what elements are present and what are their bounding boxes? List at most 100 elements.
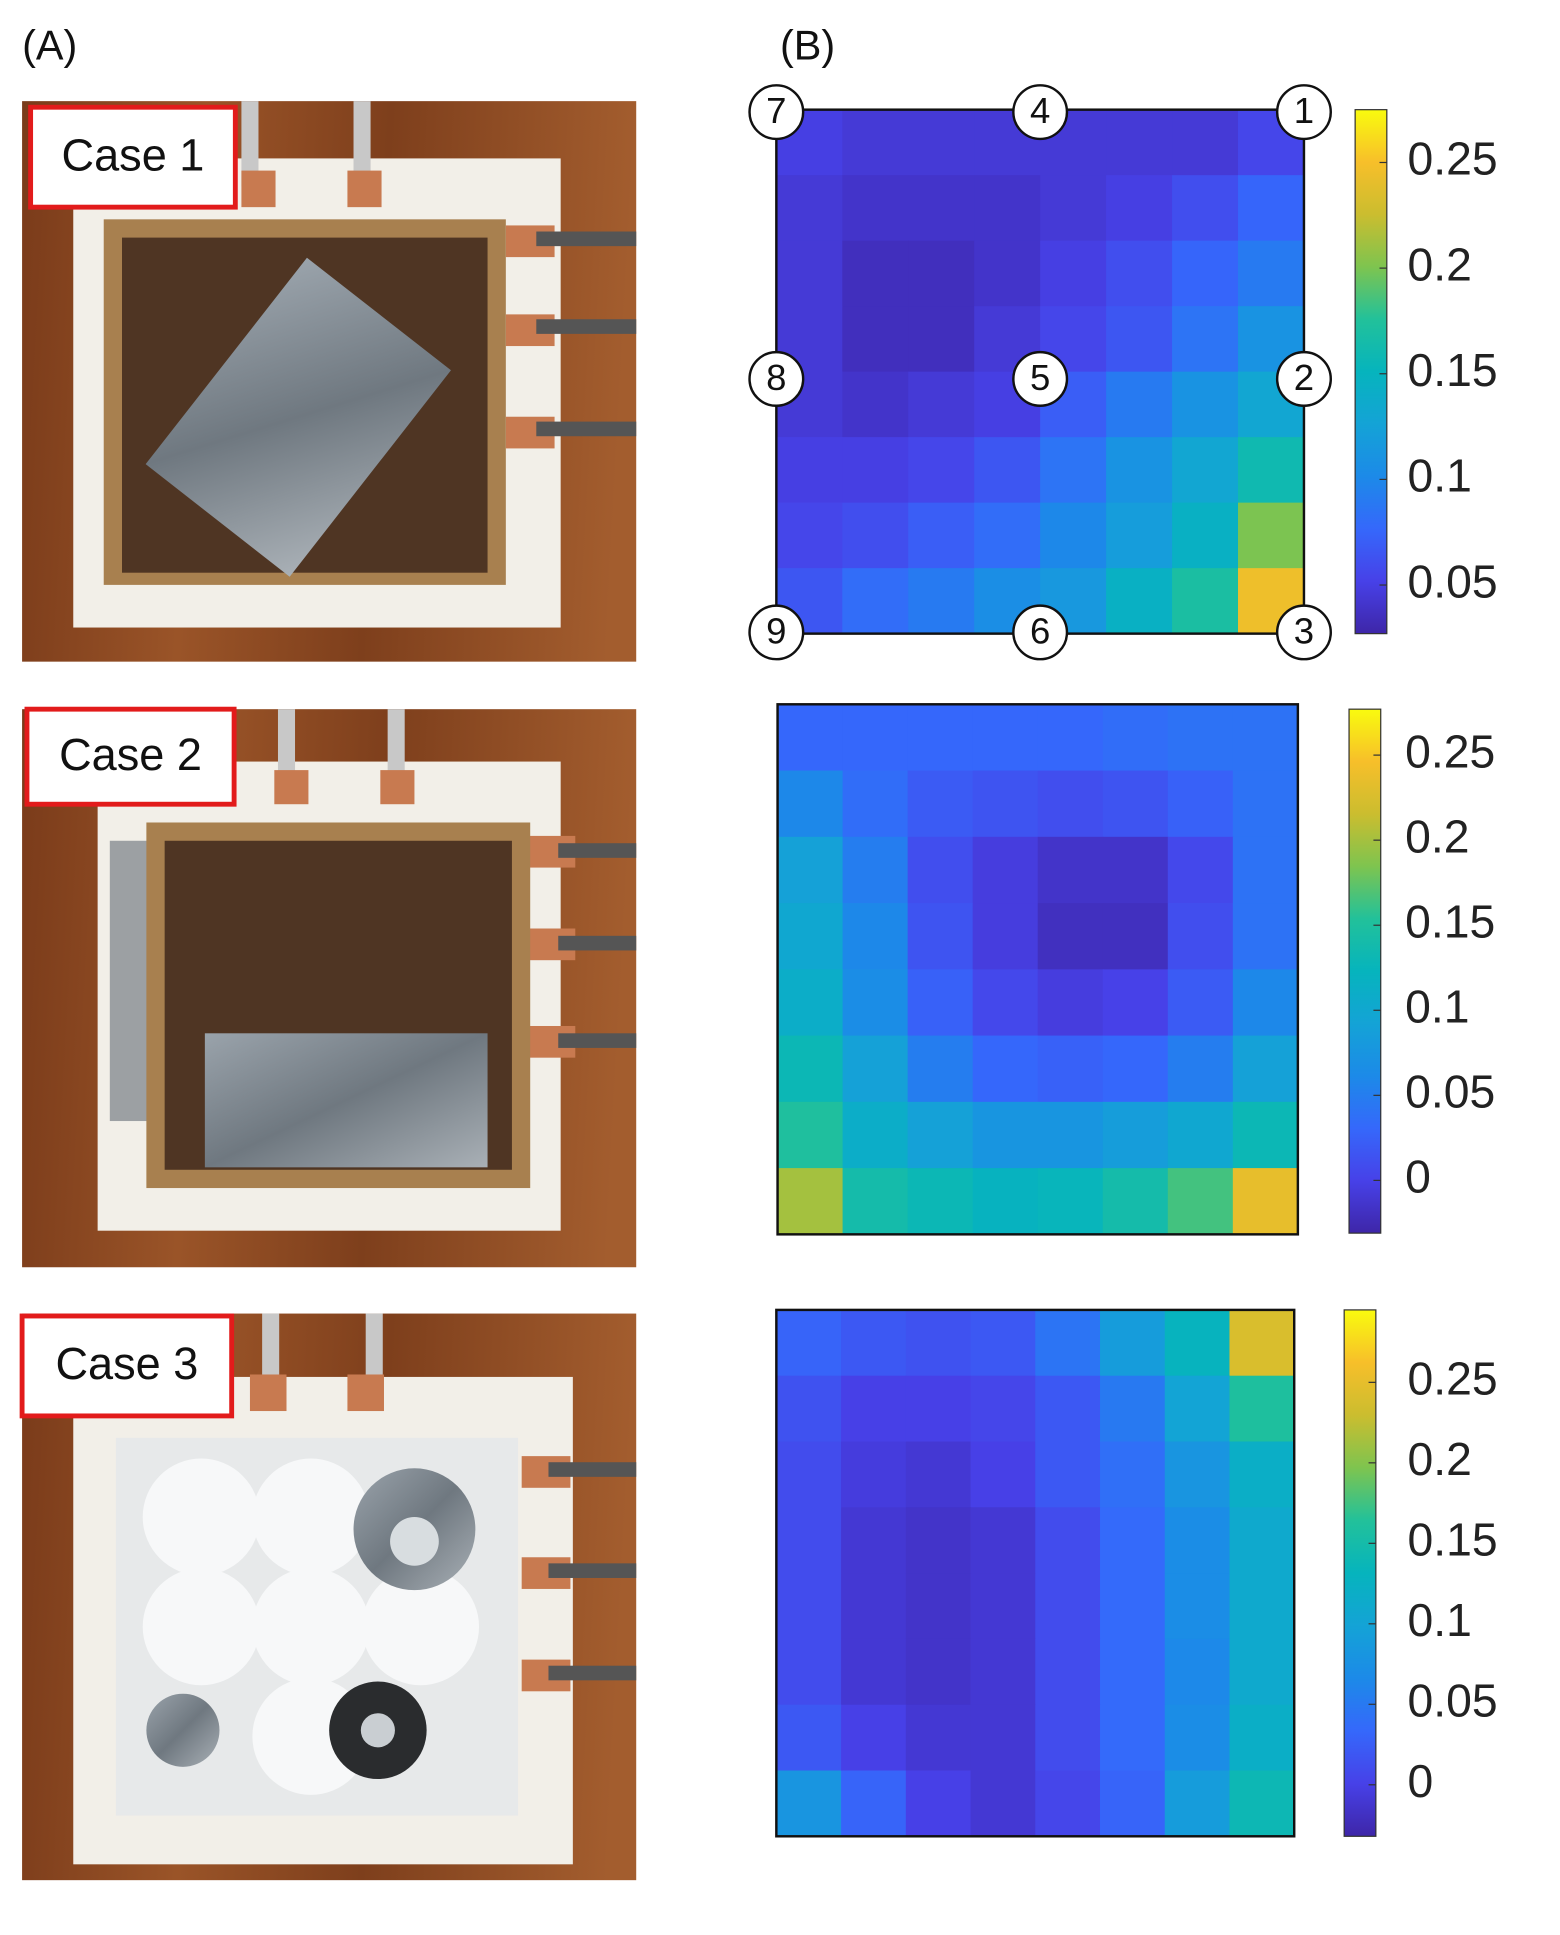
heatmap-cell — [908, 306, 975, 373]
heatmap-cell — [1102, 1035, 1169, 1103]
node-marker — [1012, 84, 1069, 141]
heatmap-cell — [972, 969, 1039, 1037]
heatmap-cell — [776, 1441, 842, 1508]
node-label: 5 — [1030, 357, 1050, 398]
heatmap-cell — [777, 1168, 844, 1235]
colorbar-tick-label: 0.15 — [1408, 1514, 1498, 1566]
heatmap-cell — [1164, 1507, 1231, 1574]
heatmap-cell — [907, 969, 974, 1037]
heatmap-cell — [970, 1309, 1036, 1377]
heatmap-cell — [974, 240, 1041, 307]
heatmap-cell — [1164, 1638, 1231, 1706]
heatmap-cell — [842, 175, 909, 242]
colorbar-tick-label: 0.25 — [1408, 1353, 1498, 1405]
heatmap-cell — [777, 704, 844, 772]
heatmap-cell — [1238, 502, 1305, 569]
heatmap-cell — [972, 1168, 1039, 1235]
heatmap-cell — [974, 175, 1041, 242]
heatmap-cell — [1035, 1704, 1101, 1772]
heatmap-cell — [1172, 109, 1239, 176]
heatmap-cell — [908, 437, 975, 504]
heatmap-cell — [776, 175, 843, 242]
heatmap-cell — [1164, 1375, 1231, 1443]
heatmap-cell — [777, 1101, 844, 1169]
node-label: 1 — [1294, 90, 1314, 131]
heatmap-cell — [841, 1507, 907, 1574]
heatmap-cell — [908, 568, 975, 635]
colorbar-tick-label: 0.2 — [1408, 238, 1472, 290]
heatmap-cell — [1037, 969, 1104, 1037]
node-marker — [1275, 350, 1332, 407]
heatmap-cell — [905, 1704, 972, 1772]
heatmap-cell — [1037, 1101, 1104, 1169]
heatmap-cell — [1106, 437, 1173, 504]
heatmap-cell — [1037, 836, 1104, 904]
heatmap-cell — [970, 1441, 1036, 1508]
heatmap-cell — [907, 836, 974, 904]
heatmap-cell — [1035, 1638, 1101, 1706]
heatmap-cell — [1100, 1441, 1166, 1508]
heatmap-cell — [1102, 770, 1169, 838]
heatmap-cell — [776, 1573, 842, 1640]
heatmap-cell — [842, 969, 909, 1037]
heatmap-cell — [908, 109, 975, 176]
heatmap-cell — [1106, 175, 1173, 242]
heatmap-cell — [1035, 1573, 1101, 1640]
heatmap-cell — [1172, 306, 1239, 373]
node-marker — [1275, 604, 1332, 661]
heatmap-cell — [1232, 1101, 1299, 1169]
heatmap-cell — [776, 1704, 842, 1772]
heatmap-cell — [1232, 1168, 1299, 1235]
heatmap-cell — [842, 1101, 909, 1169]
node-label: 2 — [1294, 357, 1314, 398]
colorbar-tick-label: 0.2 — [1408, 1433, 1472, 1485]
heatmap-cell — [907, 903, 974, 970]
heatmap-cell — [1040, 437, 1107, 504]
node-marker — [1012, 350, 1069, 407]
heatmap-cell — [777, 903, 844, 970]
node-marker — [748, 604, 805, 661]
heatmap-cell — [1106, 502, 1173, 569]
heatmap-cell — [908, 175, 975, 242]
heatmap-cell — [1106, 568, 1173, 635]
heatmap-cell — [1164, 1704, 1231, 1772]
heatmap-cell — [1167, 1035, 1234, 1103]
heatmap-cell — [1229, 1507, 1295, 1574]
heatmap-cell — [1167, 969, 1234, 1037]
colorbar-tick-label: 0.25 — [1405, 725, 1495, 777]
heatmap-cell — [907, 1035, 974, 1103]
heatmap-cell — [1164, 1770, 1231, 1837]
heatmap-cell — [908, 502, 975, 569]
heatmap-cell — [1102, 969, 1169, 1037]
heatmap-cell — [905, 1375, 972, 1443]
colorbar-tick-label: 0.1 — [1405, 981, 1469, 1033]
colorbar-tick-label: 0.15 — [1405, 895, 1495, 947]
heatmap-cell — [841, 1704, 907, 1772]
heatmap-cell — [972, 1101, 1039, 1169]
heatmap-cell — [1106, 109, 1173, 176]
heatmap-cell — [1040, 240, 1107, 307]
node-label: 6 — [1030, 610, 1050, 651]
heatmap-cell — [842, 704, 909, 772]
colorbar-tick-label: 0 — [1405, 1151, 1431, 1203]
heatmap-cell — [842, 1168, 909, 1235]
heatmap-cell — [1037, 1035, 1104, 1103]
heatmap-cell — [1035, 1770, 1101, 1837]
heatmap-cell — [1167, 1101, 1234, 1169]
heatmap-cell — [1232, 969, 1299, 1037]
heatmap-cell — [907, 1101, 974, 1169]
heatmap-cell — [842, 903, 909, 970]
heatmap-cell — [1100, 1770, 1166, 1837]
heatmap-cell — [972, 704, 1039, 772]
heatmap-cell — [776, 1309, 842, 1377]
colorbar-tick-label: 0.15 — [1408, 344, 1498, 396]
case-box — [28, 104, 238, 210]
heatmap-cell — [842, 240, 909, 307]
heatmap-cell — [1232, 1035, 1299, 1103]
colorbar-tick-label: 0.05 — [1408, 1675, 1498, 1727]
heatmap-cell — [842, 568, 909, 635]
heatmap-cell — [1172, 175, 1239, 242]
heatmap-cell — [1102, 903, 1169, 970]
colorbar-tick-label: 0.1 — [1408, 450, 1472, 502]
heatmap-cell — [1229, 1770, 1295, 1837]
